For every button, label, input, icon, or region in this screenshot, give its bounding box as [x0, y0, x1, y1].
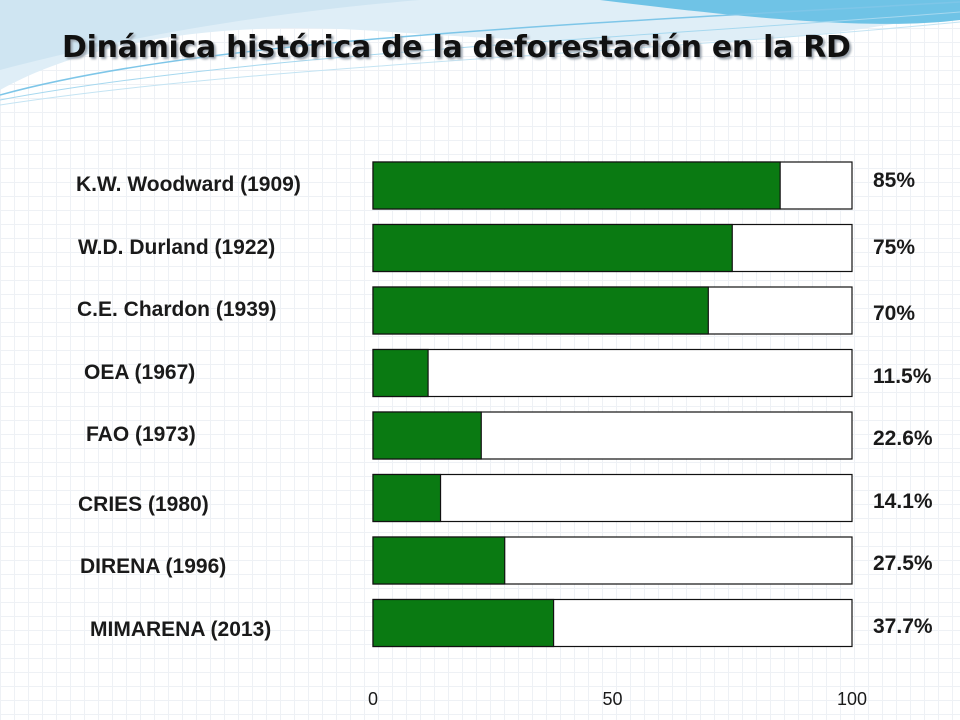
bar-deforested	[372, 161, 781, 210]
data-label: 14.1%	[873, 489, 933, 513]
data-label: 70%	[873, 302, 916, 325]
data-label: 37.7%	[873, 614, 933, 638]
x-tick-label: 50	[602, 689, 623, 709]
bar-remainder	[372, 473, 853, 523]
data-label: 11.5%	[873, 364, 932, 388]
category-label: DIRENA (1996)	[80, 555, 227, 578]
category-label: W.D. Durland (1922)	[78, 235, 276, 259]
bar-deforested	[372, 411, 482, 460]
category-label: K.W. Woodward (1909)	[76, 173, 301, 196]
bar-remainder	[372, 348, 853, 398]
category-label: MIMARENA (2013)	[90, 617, 272, 641]
category-label: CRIES (1980)	[78, 492, 209, 516]
x-tick-label: 0	[367, 689, 379, 709]
bar-deforested	[372, 473, 442, 523]
bar-deforested	[372, 286, 709, 335]
header-swoosh-decoration	[0, 0, 960, 106]
data-label: 85%	[873, 169, 916, 192]
x-tick-label: 100	[836, 689, 868, 709]
category-label: C.E. Chardon (1939)	[77, 298, 277, 321]
data-label: 27.5%	[873, 552, 933, 575]
category-label: OEA (1967)	[84, 360, 196, 384]
data-label: 22.6%	[873, 427, 933, 450]
category-label: FAO (1973)	[86, 423, 196, 446]
bar-deforested	[372, 223, 733, 273]
data-label: 75%	[873, 235, 916, 259]
page-title: Dinámica histórica de la deforestación e…	[62, 30, 851, 65]
bar-deforested	[372, 348, 429, 398]
bar-deforested	[372, 536, 506, 585]
bar-deforested	[372, 598, 555, 648]
